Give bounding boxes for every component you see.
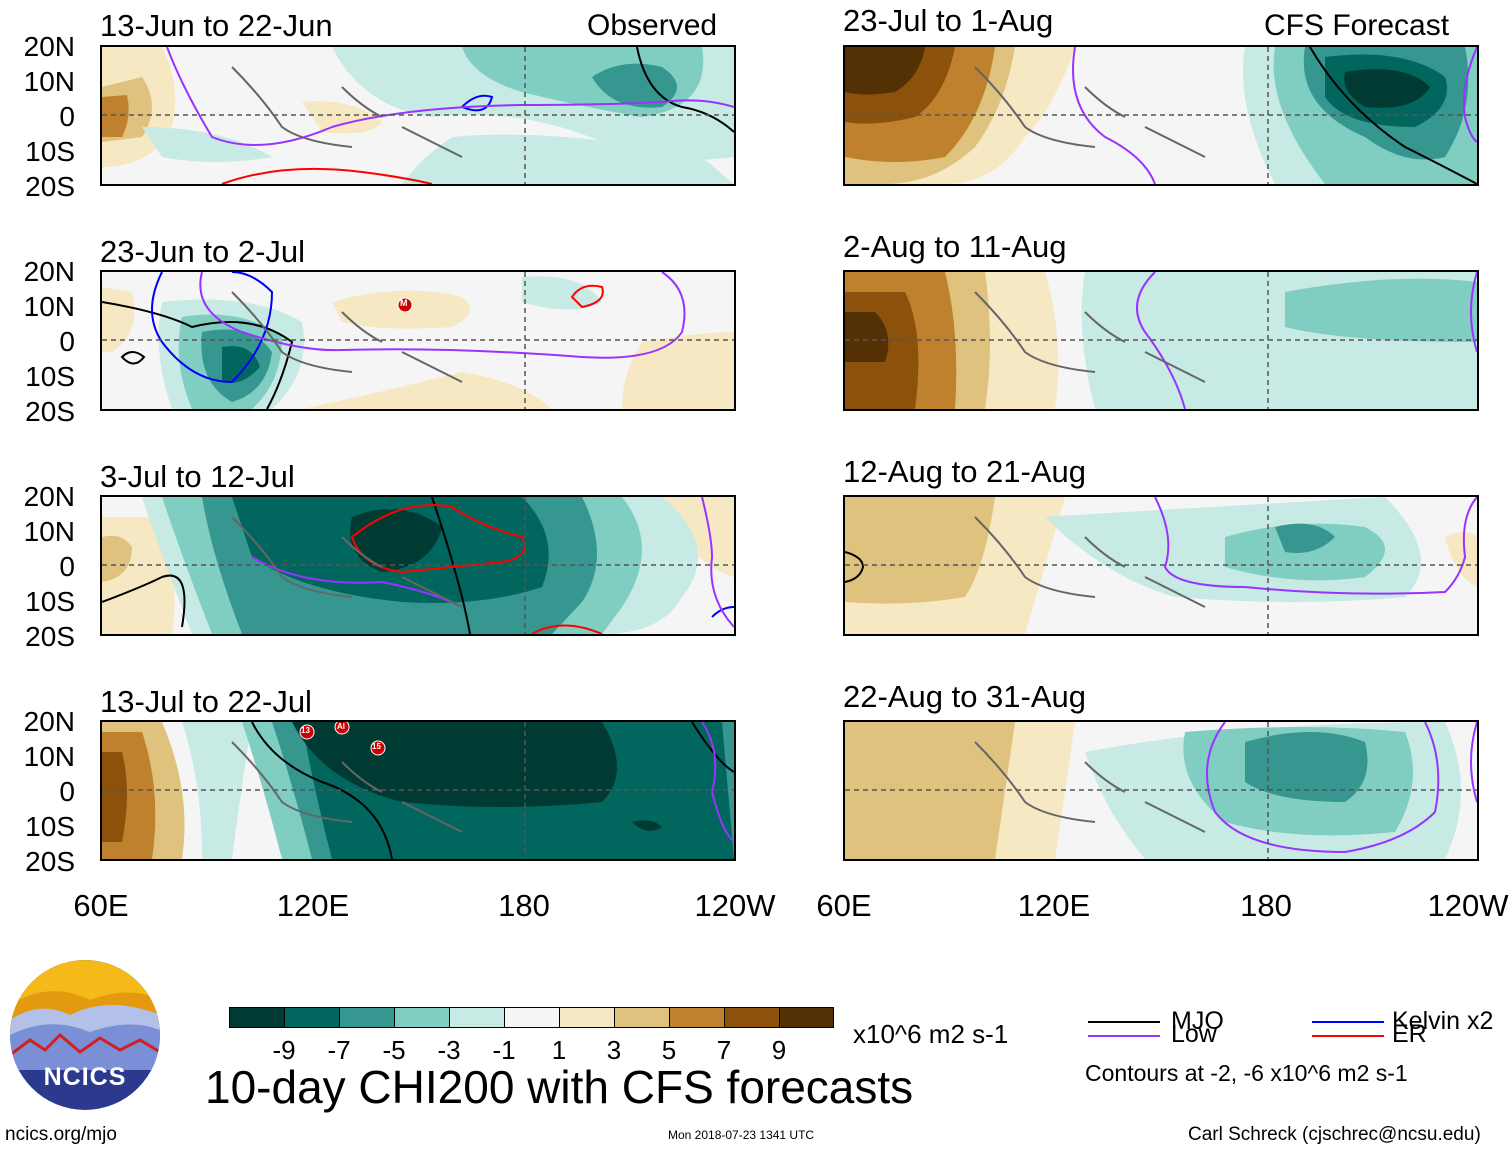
ncics-logo: NCICS	[10, 960, 160, 1110]
lat-label: 20S	[25, 171, 75, 202]
storm-label-13: 13	[301, 726, 310, 735]
lat-label: 10S	[25, 811, 75, 842]
colorbar-label: 3	[606, 1035, 622, 1065]
legend-line-mjo	[1088, 1021, 1160, 1023]
lat-label: 20N	[23, 706, 75, 737]
lat-label: 20S	[25, 621, 75, 652]
chart-title: 10-day CHI200 with CFS forecasts	[205, 1061, 914, 1113]
forecast-label: CFS Forecast	[1264, 9, 1450, 42]
heatmap-panel-fcst-2	[843, 270, 1479, 411]
lon-label: 180	[498, 888, 550, 923]
panel-title-fcst-4: 22-Aug to 31-Aug	[843, 679, 1087, 714]
lon-label: 120W	[694, 888, 776, 923]
legend-line-er	[1312, 1035, 1384, 1037]
lon-label: 60E	[73, 888, 129, 923]
colorbar-swatch	[779, 1007, 834, 1028]
colorbar-label: -5	[382, 1035, 406, 1065]
lat-label: 10N	[23, 516, 75, 547]
lon-label: 180	[1240, 888, 1292, 923]
lat-label: 20N	[23, 31, 75, 62]
lat-label: 10S	[25, 586, 75, 617]
lon-label: 120E	[1017, 888, 1091, 923]
lat-label: 10S	[25, 136, 75, 167]
colorbar-label: 1	[551, 1035, 567, 1065]
panel-title-obs-1: 13-Jun to 22-Jun	[100, 8, 333, 43]
panel-title-fcst-3: 12-Aug to 21-Aug	[843, 454, 1087, 489]
lon-label: 120E	[276, 888, 350, 923]
lat-label: 20N	[23, 256, 75, 287]
lat-label: 10S	[25, 361, 75, 392]
heatmap-panel-obs-1	[100, 45, 736, 186]
lon-label: 60E	[816, 888, 872, 923]
colorbar-swatch	[449, 1007, 505, 1028]
legend-label-low: Low	[1171, 1020, 1217, 1048]
website-link[interactable]: ncics.org/mjo	[5, 1124, 117, 1145]
colorbar-swatch	[284, 1007, 340, 1028]
heatmap-panel-fcst-1	[843, 45, 1479, 186]
heatmap-panel-fcst-4	[843, 720, 1479, 861]
lat-label: 20S	[25, 846, 75, 877]
colorbar-label: 9	[771, 1035, 787, 1065]
lat-label: 20S	[25, 396, 75, 427]
lon-label: 120W	[1427, 888, 1509, 923]
panel-title-obs-4: 13-Jul to 22-Jul	[100, 684, 312, 719]
colorbar-swatch	[504, 1007, 560, 1028]
colorbar-swatch	[559, 1007, 615, 1028]
lat-label: 10N	[23, 66, 75, 97]
legend-line-low	[1088, 1035, 1160, 1037]
panel-title-fcst-2: 2-Aug to 11-Aug	[843, 229, 1067, 264]
contours-note: Contours at -2, -6 x10^6 m2 s-1	[1085, 1060, 1408, 1086]
colorbar-swatch	[724, 1007, 780, 1028]
colorbar-swatch	[339, 1007, 395, 1028]
heatmap-panel-obs-2: M	[100, 270, 736, 411]
colorbar-label: -9	[272, 1035, 296, 1065]
colorbar-label: -7	[327, 1035, 351, 1065]
lat-label: 10N	[23, 291, 75, 322]
panel-title-obs-2: 23-Jun to 2-Jul	[100, 234, 306, 269]
colorbar-swatch	[394, 1007, 450, 1028]
legend-label-er: ER	[1392, 1020, 1427, 1048]
lat-label: 10N	[23, 741, 75, 772]
legend-label-mjo: MJO	[1171, 1007, 1224, 1035]
colorbar-label: -3	[437, 1035, 461, 1065]
storm-label-m: M	[400, 298, 408, 308]
heatmap-panel-fcst-3	[843, 495, 1479, 636]
colorbar-swatch	[614, 1007, 670, 1028]
lat-label: 0	[59, 776, 75, 807]
lat-label: 0	[59, 551, 75, 582]
colorbar-label: 5	[661, 1035, 677, 1065]
legend-label-kelvin: Kelvin x2	[1392, 1007, 1494, 1035]
colorbar-swatch	[229, 1007, 285, 1028]
lat-label: 20N	[23, 481, 75, 512]
lat-label: 0	[59, 101, 75, 132]
colorbar-swatch	[669, 1007, 725, 1028]
timestamp: Mon 2018-07-23 1341 UTC	[668, 1128, 815, 1142]
heatmap-panel-obs-4: 13 Al 15	[100, 720, 736, 861]
legend-line-kelvin	[1312, 1021, 1384, 1023]
panel-title-fcst-1: 23-Jul to 1-Aug	[843, 3, 1054, 38]
heatmap-panel-obs-3	[100, 495, 736, 636]
storm-label-al: Al	[337, 722, 345, 731]
colorbar-units: x10^6 m2 s-1	[853, 1019, 1009, 1049]
lat-label: 0	[59, 326, 75, 357]
colorbar-label: 7	[716, 1035, 732, 1065]
logo-text: NCICS	[43, 1063, 127, 1091]
panel-title-obs-3: 3-Jul to 12-Jul	[100, 459, 295, 494]
author-credit: Carl Schreck (cjschrec@ncsu.edu)	[1188, 1124, 1481, 1145]
colorbar-label: -1	[492, 1035, 516, 1065]
storm-label-15: 15	[372, 742, 381, 751]
observed-label: Observed	[587, 9, 718, 42]
